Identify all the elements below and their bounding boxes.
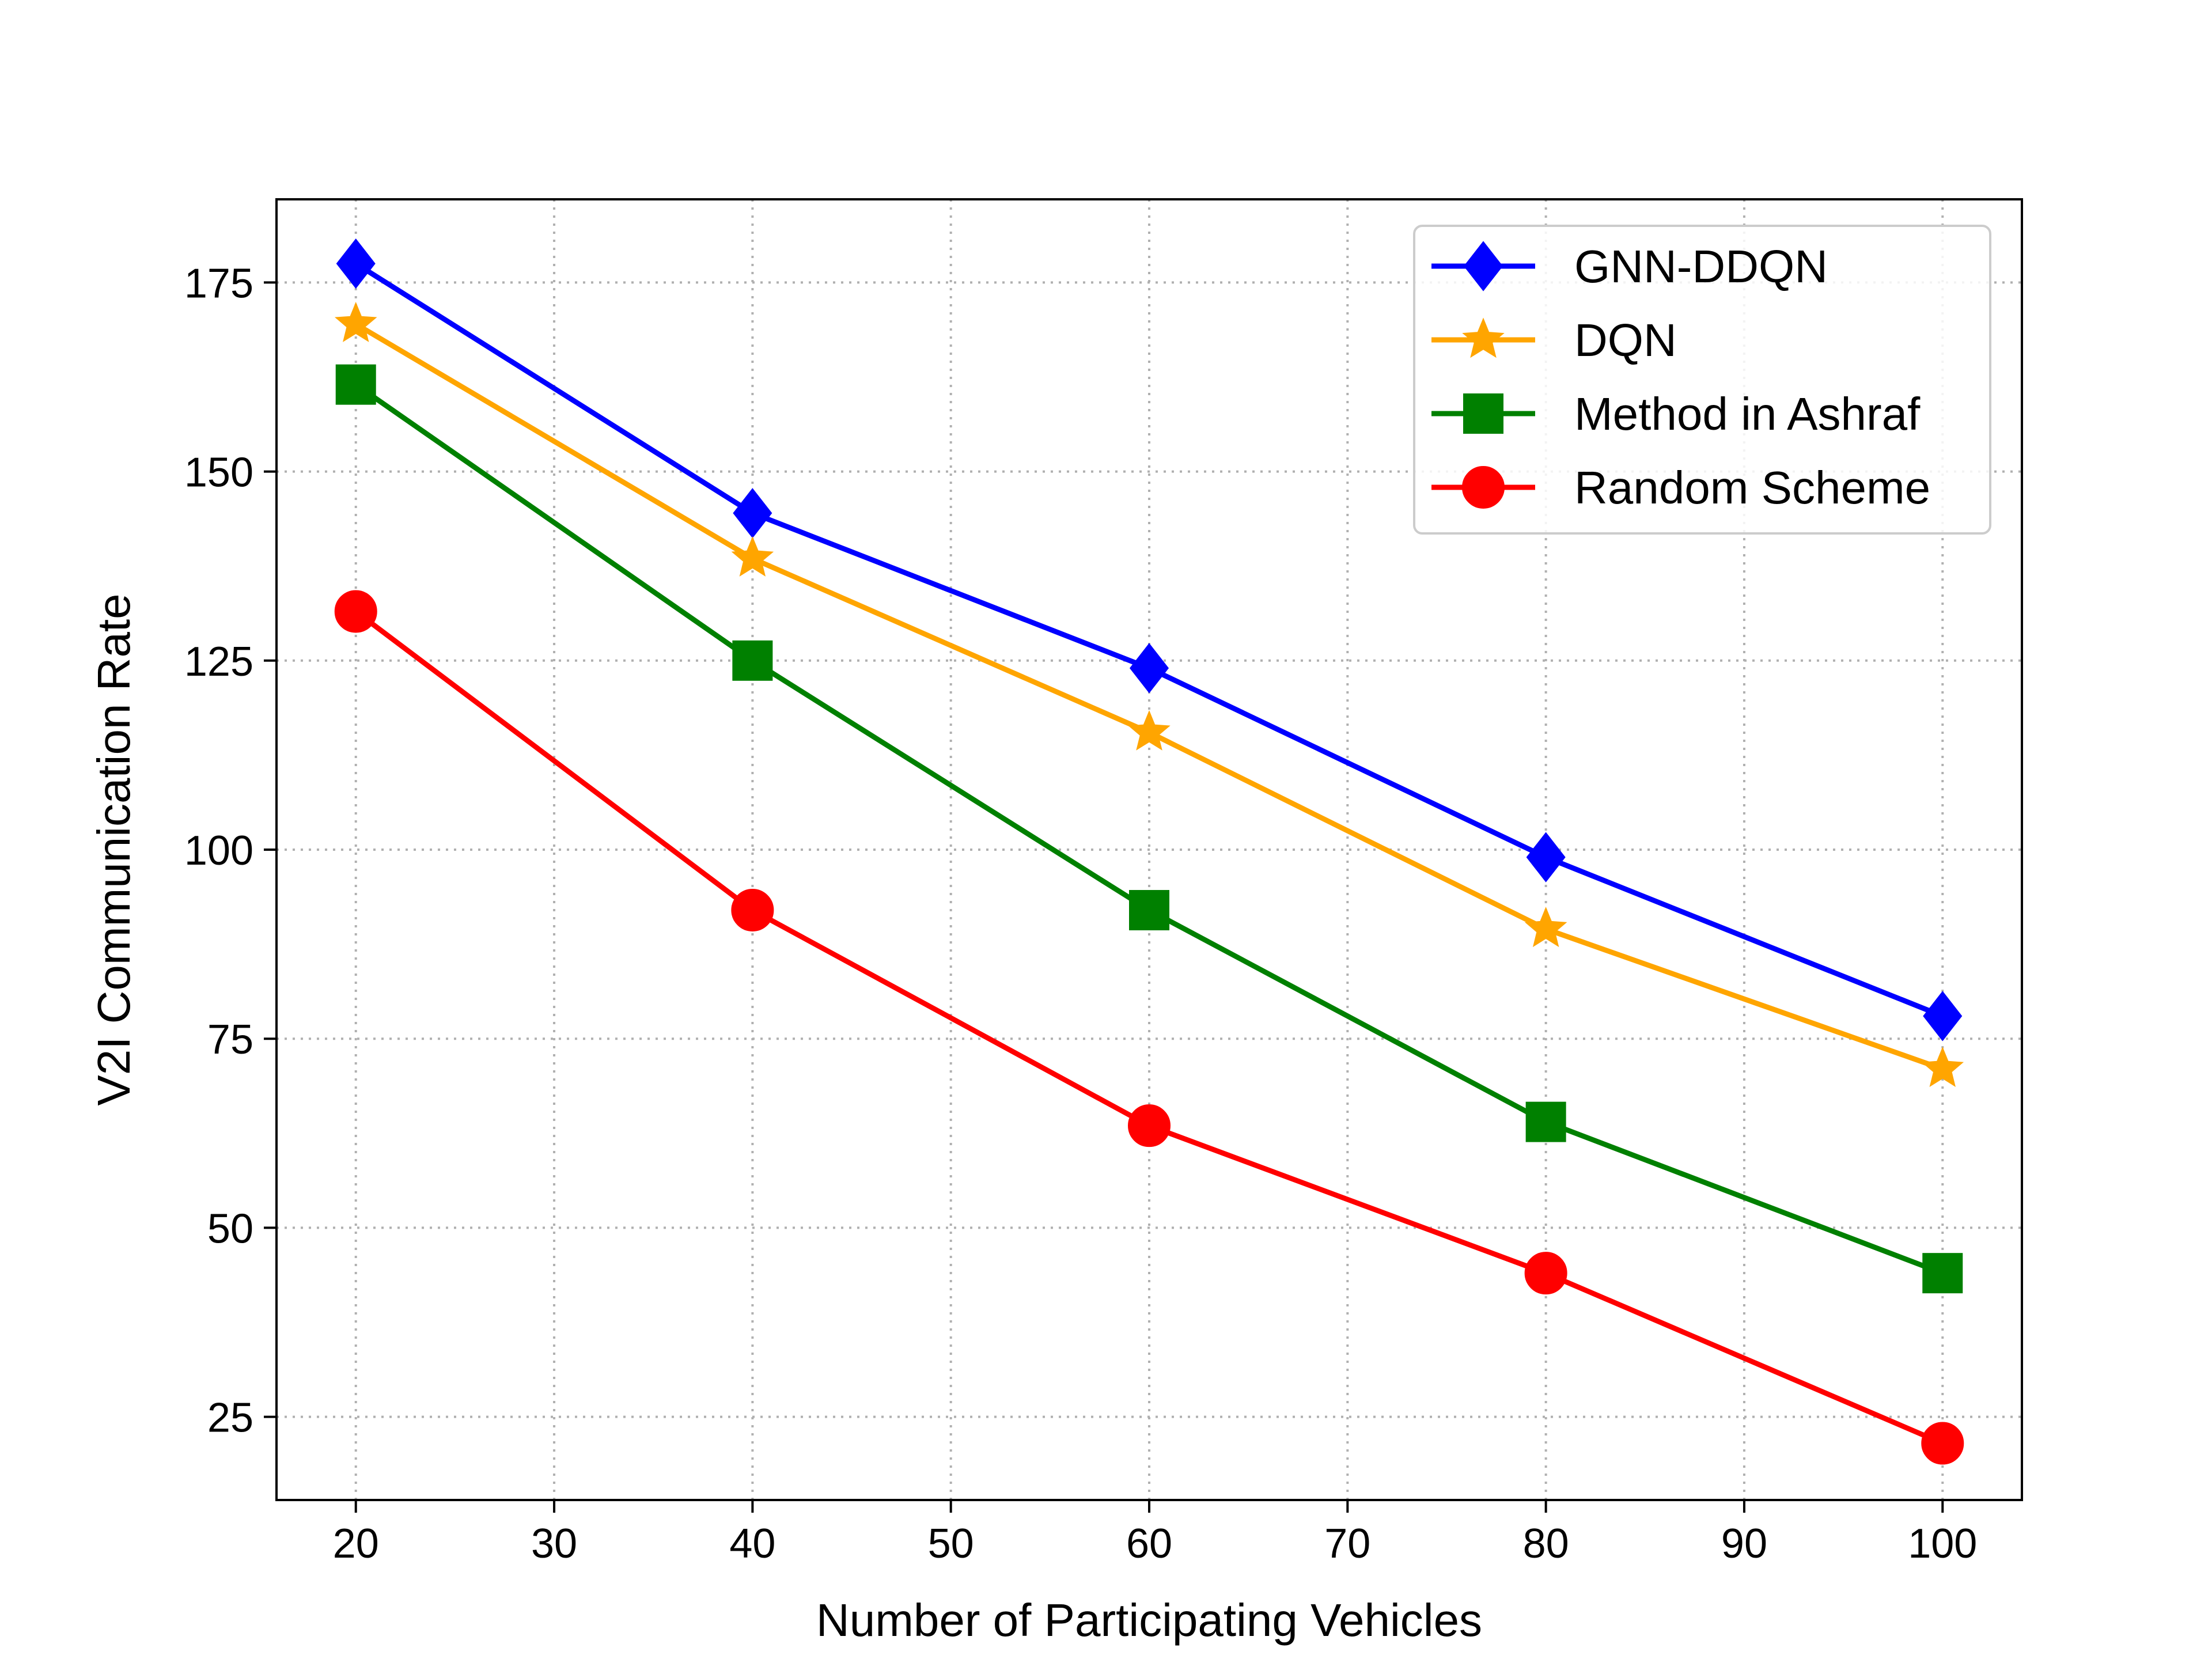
legend-swatch-marker — [1463, 393, 1503, 434]
data-point-marker — [1129, 643, 1169, 694]
data-point-marker — [1524, 1252, 1567, 1295]
data-point-marker — [1128, 710, 1171, 751]
series-dqn — [334, 301, 1964, 1087]
x-tick-label: 20 — [333, 1521, 379, 1567]
data-point-marker — [336, 238, 376, 289]
data-point-marker — [335, 364, 376, 405]
axis-ticks: 20 30 40 50 60 70 80 90 100 25 50 75 100 125 150 175 — [184, 260, 1977, 1567]
x-tick-label: 40 — [729, 1521, 775, 1567]
data-point-marker — [1526, 832, 1566, 882]
legend-swatch-marker — [1462, 317, 1505, 358]
series-random-scheme — [334, 590, 1964, 1465]
y-tick-label: 25 — [207, 1395, 253, 1441]
x-tick-label: 70 — [1324, 1521, 1370, 1567]
series-method-in-ashraf — [335, 364, 1963, 1294]
data-point-marker — [334, 590, 377, 633]
legend-swatch-marker — [1463, 241, 1503, 291]
y-tick-label: 150 — [184, 450, 253, 496]
x-tick-label: 60 — [1126, 1521, 1172, 1567]
x-tick-label: 50 — [928, 1521, 974, 1567]
legend-label: Random Scheme — [1574, 462, 1930, 513]
data-point-marker — [732, 640, 773, 681]
y-tick-label: 175 — [184, 260, 253, 306]
data-point-marker — [1525, 1101, 1566, 1142]
data-point-marker — [1921, 1422, 1964, 1465]
x-tick-label: 80 — [1523, 1521, 1569, 1567]
x-tick-label: 30 — [531, 1521, 577, 1567]
data-point-marker — [1524, 907, 1567, 948]
data-point-marker — [731, 889, 774, 932]
data-point-marker — [731, 536, 774, 577]
data-point-marker — [1921, 1047, 1964, 1087]
data-point-marker — [1129, 890, 1169, 931]
series-gnn-ddqn — [336, 238, 1963, 1041]
y-tick-label: 50 — [207, 1206, 253, 1252]
x-tick-label: 90 — [1721, 1521, 1767, 1567]
data-point-marker — [334, 301, 377, 342]
legend-label: GNN-DDQN — [1574, 241, 1828, 292]
y-tick-label: 75 — [207, 1017, 253, 1063]
legend-label: DQN — [1574, 315, 1677, 366]
y-tick-label: 100 — [184, 828, 253, 874]
data-point-marker — [1128, 1104, 1171, 1147]
legend: GNN-DDQN DQN Method in Ashraf Random Scheme — [1413, 225, 1991, 535]
legend-label: Method in Ashraf — [1574, 388, 1921, 440]
data-point-marker — [1922, 1253, 1963, 1294]
series-lines — [334, 238, 1964, 1465]
y-tick-label: 125 — [184, 639, 253, 685]
data-point-marker — [1923, 991, 1963, 1041]
legend-box — [1413, 225, 1991, 535]
x-tick-label: 100 — [1908, 1521, 1977, 1567]
legend-swatch-marker — [1462, 466, 1505, 509]
x-axis-label: Number of Participating Vehicles — [816, 1594, 1482, 1646]
plot-frame — [275, 198, 2023, 1501]
y-axis-label: V2I Communication Rate — [88, 593, 139, 1105]
